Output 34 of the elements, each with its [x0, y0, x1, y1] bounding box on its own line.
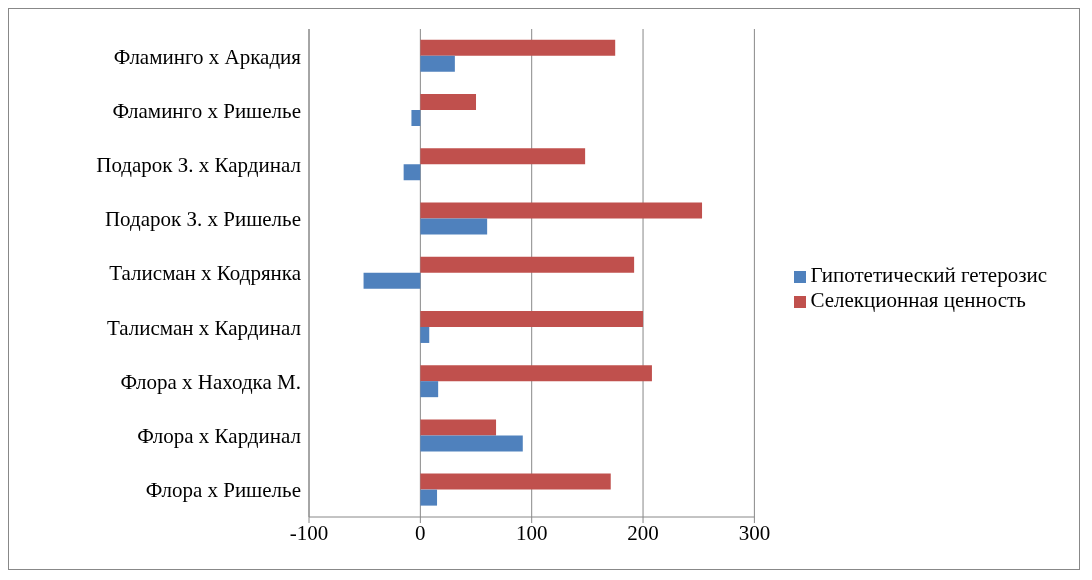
bar [420, 310, 644, 327]
bar [420, 326, 430, 343]
bar [420, 39, 616, 56]
bar [420, 202, 703, 219]
y-tick-label: Подарок З. х Ришелье [104, 207, 301, 232]
x-tick-label: 0 [415, 520, 426, 545]
y-tick-label: Талисман х Кардинал [107, 315, 301, 340]
bar [420, 256, 635, 273]
bar [420, 218, 488, 235]
legend-label: Гипотетический гетерозис [810, 263, 1047, 287]
y-tick-label: Подарок З. х Кардинал [96, 153, 301, 178]
bar [420, 94, 477, 111]
y-tick-label: Флора х Ришелье [145, 478, 301, 503]
bar [420, 489, 438, 506]
y-tick-label: Флора х Находка М. [120, 369, 301, 394]
bar [420, 381, 439, 398]
x-tick-label: 200 [627, 520, 659, 545]
bar [420, 365, 652, 382]
y-tick-label: Флора х Кардинал [137, 424, 301, 449]
bar [363, 272, 421, 289]
bar [403, 164, 421, 181]
bar [420, 419, 497, 436]
x-tick-label: 100 [515, 520, 548, 545]
y-tick-label: Фламинго х Ришелье [112, 98, 301, 123]
bar [420, 148, 586, 165]
bar [420, 473, 611, 490]
y-tick-label: Фламинго х Аркадия [113, 44, 302, 69]
y-tick-label: Талисман х Кодрянка [109, 261, 302, 286]
x-tick-label: 300 [738, 520, 771, 545]
x-tick-label: -100 [289, 520, 329, 545]
bar [420, 435, 523, 452]
bar [420, 55, 455, 72]
bar [411, 110, 421, 127]
legend-label: Селекционная ценность [810, 288, 1026, 312]
